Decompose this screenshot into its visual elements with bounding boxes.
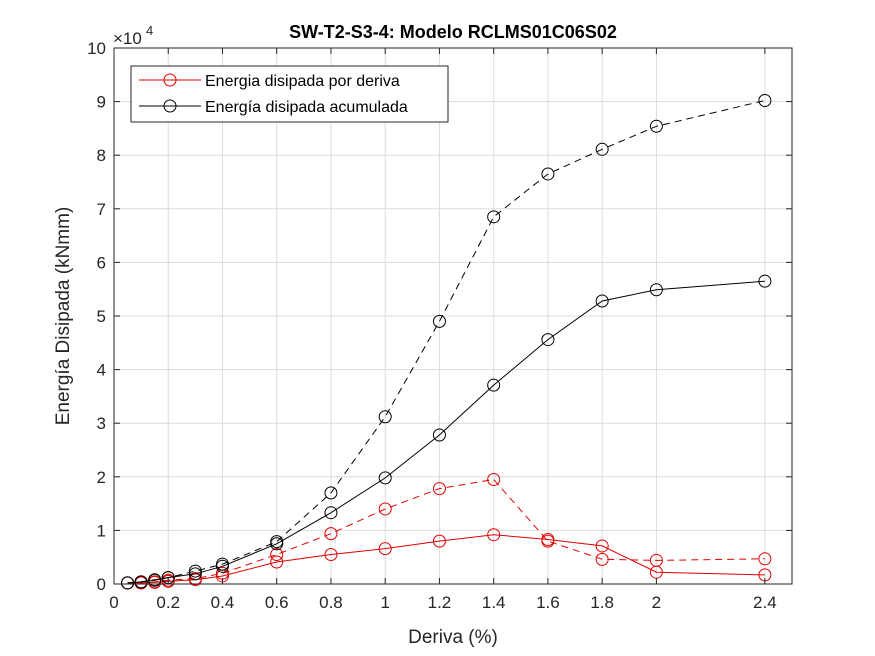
- data-point: [487, 528, 501, 542]
- data-point: [541, 167, 555, 181]
- data-point: [378, 542, 392, 556]
- data-point: [188, 564, 202, 578]
- data-point: [541, 333, 555, 347]
- x-tick-label: 1.2: [428, 593, 452, 612]
- x-tick-label: 1.4: [482, 593, 506, 612]
- data-point: [758, 94, 772, 108]
- data-point: [378, 471, 392, 485]
- x-tick-label: 1.8: [590, 593, 614, 612]
- data-point: [378, 502, 392, 516]
- legend-marker-black: [163, 99, 177, 113]
- data-point: [595, 539, 609, 553]
- data-point: [188, 572, 202, 586]
- data-point: [432, 482, 446, 496]
- chart-title: SW-T2-S3-4: Modelo RCLMS01C06S02: [289, 22, 617, 42]
- x-tick-label: 2.4: [753, 593, 777, 612]
- legend: Energia disipada por deriva Energía disi…: [130, 65, 449, 123]
- data-point: [649, 553, 663, 567]
- data-point: [161, 573, 175, 587]
- series-line: [127, 100, 766, 584]
- series-line: [127, 534, 765, 584]
- y-tick-label: 9: [97, 93, 106, 112]
- data-point: [758, 274, 772, 288]
- data-point: [324, 486, 338, 500]
- y-tick-label: 8: [97, 146, 106, 165]
- data-point: [270, 548, 284, 562]
- y-tick-label: 10: [87, 39, 106, 58]
- y-tick-label: 6: [97, 253, 106, 272]
- data-point: [432, 314, 446, 328]
- ticks: [113, 47, 792, 585]
- data-point: [595, 552, 609, 566]
- data-point: [188, 567, 202, 581]
- legend-label-black: Energía disipada acumulada: [205, 99, 408, 116]
- legend-box: [130, 65, 449, 123]
- y-tick-label: 2: [97, 468, 106, 487]
- x-tick-label: 0: [109, 593, 118, 612]
- data-point: [134, 575, 148, 589]
- data-point: [649, 119, 663, 133]
- legend-label-red: Energia disipada por deriva: [205, 73, 400, 90]
- data-point: [487, 210, 501, 224]
- y-tick-label: 1: [97, 521, 106, 540]
- data-point: [378, 410, 392, 424]
- y-tick-label: 3: [97, 414, 106, 433]
- data-point: [487, 472, 501, 486]
- series-line: [127, 280, 765, 584]
- data-point: [649, 283, 663, 297]
- x-tick-label: 1: [380, 593, 389, 612]
- x-tick-label: 1.6: [536, 593, 560, 612]
- data-point: [432, 428, 446, 442]
- data-point: [487, 378, 501, 392]
- data-point: [148, 573, 162, 587]
- legend-marker-red: [163, 73, 177, 87]
- data-point: [324, 506, 338, 520]
- data-point: [758, 552, 772, 566]
- y-axis-label: Energía Disipada (kNmm): [53, 207, 74, 426]
- x-tick-label: 2: [652, 593, 661, 612]
- y-tick-label: 4: [97, 361, 106, 380]
- y-axis-exponent-power: 4: [146, 23, 153, 38]
- x-tick-label: 0.2: [156, 593, 180, 612]
- y-tick-label: 0: [97, 575, 106, 594]
- x-tick-label: 0.6: [265, 593, 289, 612]
- data-point: [215, 557, 229, 571]
- data-point: [541, 534, 555, 548]
- x-tick-label: 0.8: [319, 593, 343, 612]
- series-3: [121, 94, 772, 590]
- data-point: [432, 534, 446, 548]
- x-tick-label: 0.4: [211, 593, 235, 612]
- data-point: [595, 294, 609, 308]
- data-point: [324, 527, 338, 541]
- y-tick-labels: 0 1 2 3 4 5 6 7 8 9 10: [87, 39, 106, 594]
- y-tick-label: 7: [97, 200, 106, 219]
- x-tick-labels: 0 0.2 0.4 0.6 0.8 1 1.2 1.4 1.6 1.8 2 2.4: [109, 593, 776, 612]
- data-point: [270, 555, 284, 569]
- x-axis-label: Deriva (%): [408, 627, 498, 648]
- y-axis-exponent: ×10: [113, 29, 142, 48]
- data-point: [121, 576, 135, 590]
- data-point: [270, 535, 284, 549]
- data-point: [595, 142, 609, 156]
- data-point: [324, 548, 338, 562]
- y-tick-label: 5: [97, 307, 106, 326]
